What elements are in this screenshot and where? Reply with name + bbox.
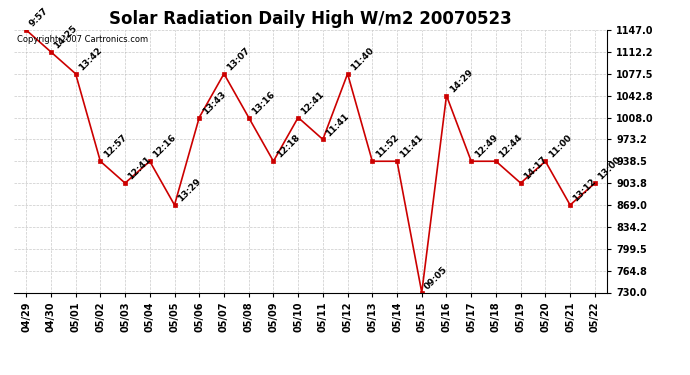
Text: 11:41: 11:41	[324, 111, 351, 138]
Text: 13:42: 13:42	[77, 46, 104, 72]
Text: 13:07: 13:07	[226, 46, 252, 72]
Text: 12:18: 12:18	[275, 133, 302, 160]
Text: 12:16: 12:16	[151, 133, 178, 160]
Text: Copyright 2007 Cartronics.com: Copyright 2007 Cartronics.com	[17, 35, 148, 44]
Text: 14:25: 14:25	[52, 24, 79, 51]
Text: 12:57: 12:57	[101, 133, 128, 160]
Text: 12:41: 12:41	[299, 89, 326, 116]
Text: 13:29: 13:29	[176, 177, 203, 204]
Text: 13:00: 13:00	[596, 155, 622, 182]
Text: 14:29: 14:29	[448, 68, 475, 94]
Text: 13:43: 13:43	[201, 89, 227, 116]
Text: 11:41: 11:41	[398, 133, 425, 160]
Text: 12:41: 12:41	[126, 155, 153, 182]
Text: 13:12: 13:12	[571, 177, 598, 204]
Text: 12:49: 12:49	[473, 133, 500, 160]
Text: 11:52: 11:52	[374, 133, 400, 160]
Text: 12:44: 12:44	[497, 133, 524, 160]
Text: 09:05: 09:05	[423, 265, 450, 291]
Text: 9:57: 9:57	[28, 6, 50, 28]
Title: Solar Radiation Daily High W/m2 20070523: Solar Radiation Daily High W/m2 20070523	[109, 10, 512, 28]
Text: 11:40: 11:40	[349, 46, 375, 72]
Text: 11:00: 11:00	[546, 134, 573, 160]
Text: 13:16: 13:16	[250, 90, 277, 116]
Text: 14:17: 14:17	[522, 155, 549, 182]
